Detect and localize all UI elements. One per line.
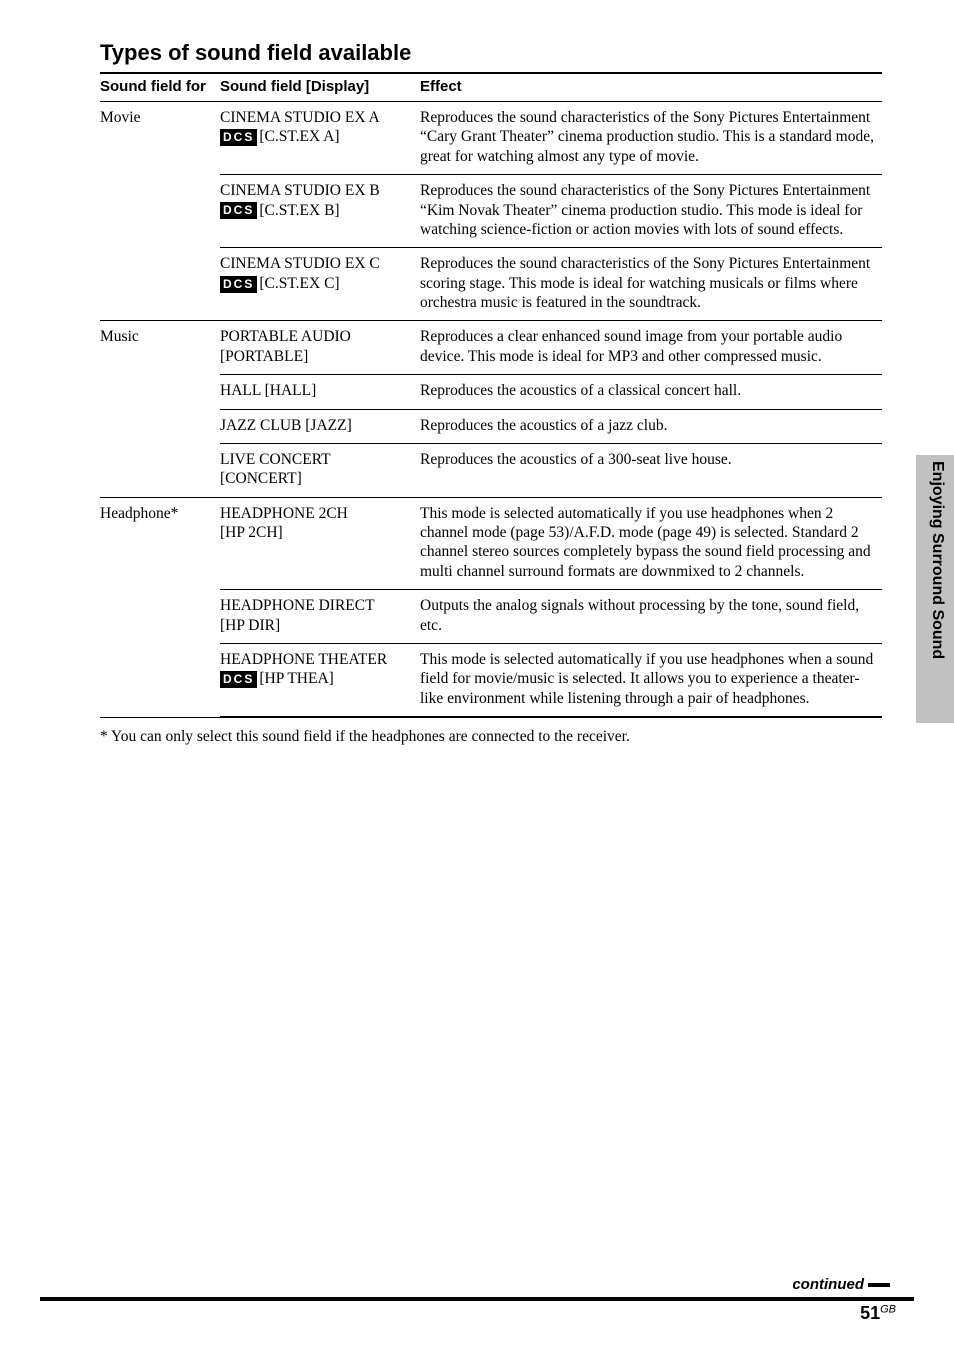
sound-field-cell: HEADPHONE DIRECT [HP DIR] [220,590,420,644]
sound-field-name: CINEMA STUDIO EX B [220,182,380,199]
display-code: [HP THEA] [259,670,333,687]
display-code: [C.ST.EX B] [259,202,339,219]
sound-field-name: HEADPHONE 2CH [220,505,348,522]
effect-cell: Reproduces the sound characteristics of … [420,102,882,175]
col-header-field: Sound field [Display] [220,73,420,102]
sound-field-cell: HEADPHONE 2CH [HP 2CH] [220,497,420,590]
sound-field-name: LIVE CONCERT [220,451,331,468]
dcs-badge-icon: DCS [220,202,257,219]
sound-field-cell: JAZZ CLUB [JAZZ] [220,409,420,443]
effect-cell: Outputs the analog signals without proce… [420,590,882,644]
effect-cell: This mode is selected automatically if y… [420,643,882,717]
sound-field-cell: HEADPHONE THEATER DCS[HP THEA] [220,643,420,717]
display-code: [C.ST.EX C] [259,275,339,292]
footnote: * You can only select this sound field i… [100,728,882,746]
sound-field-name: HALL [220,382,261,399]
table-row: MusicPORTABLE AUDIO[PORTABLE]Reproduces … [100,321,882,375]
table-row: MovieCINEMA STUDIO EX ADCS[C.ST.EX A]Rep… [100,102,882,175]
effect-cell: This mode is selected automatically if y… [420,497,882,590]
dcs-badge-icon: DCS [220,276,257,293]
sound-field-name: HEADPHONE THEATER [220,651,387,668]
sound-field-table: Sound field for Sound field [Display] Ef… [100,72,882,718]
sound-field-name: CINEMA STUDIO EX C [220,255,380,272]
display-code: [CONCERT] [220,470,302,487]
sound-field-cell: LIVE CONCERT [CONCERT] [220,443,420,497]
effect-cell: Reproduces the sound characteristics of … [420,248,882,321]
col-header-for: Sound field for [100,73,220,102]
effect-cell: Reproduces the acoustics of a 300-seat l… [420,443,882,497]
display-code: [PORTABLE] [220,348,308,365]
display-code: [JAZZ] [305,417,352,434]
effect-cell: Reproduces the sound characteristics of … [420,175,882,248]
page-number: 51 [860,1303,880,1323]
continued-text: continued [792,1276,864,1293]
sound-field-name: JAZZ CLUB [220,417,301,434]
display-code: [HP 2CH] [220,524,283,541]
page-footer: continued 51GB [40,1276,914,1324]
sound-field-cell: HALL [HALL] [220,375,420,409]
continued-label: continued [40,1276,914,1293]
sound-field-cell: CINEMA STUDIO EX B DCS[C.ST.EX B] [220,175,420,248]
category-cell: Music [100,321,220,497]
page-suffix: GB [880,1304,896,1316]
category-cell: Movie [100,102,220,321]
sound-field-cell: CINEMA STUDIO EX C DCS[C.ST.EX C] [220,248,420,321]
dcs-badge-icon: DCS [220,129,257,146]
sound-field-name: HEADPHONE DIRECT [220,597,375,614]
category-cell: Headphone* [100,497,220,717]
continued-line-icon [868,1283,890,1287]
effect-cell: Reproduces a clear enhanced sound image … [420,321,882,375]
effect-cell: Reproduces the acoustics of a classical … [420,375,882,409]
dcs-badge-icon: DCS [220,671,257,688]
col-header-effect: Effect [420,73,882,102]
footer-rule [40,1297,914,1301]
display-code: [HP DIR] [220,617,280,634]
display-code: [C.ST.EX A] [259,128,339,145]
sound-field-cell: PORTABLE AUDIO [PORTABLE] [220,321,420,375]
sound-field-name: CINEMA STUDIO EX A [220,109,380,126]
table-row: Headphone*HEADPHONE 2CH[HP 2CH]This mode… [100,497,882,590]
section-title: Types of sound field available [100,40,882,66]
effect-cell: Reproduces the acoustics of a jazz club. [420,409,882,443]
sound-field-name: PORTABLE AUDIO [220,328,351,345]
display-code: [HALL] [265,382,317,399]
sound-field-cell: CINEMA STUDIO EX A DCS[C.ST.EX A] [220,102,420,175]
